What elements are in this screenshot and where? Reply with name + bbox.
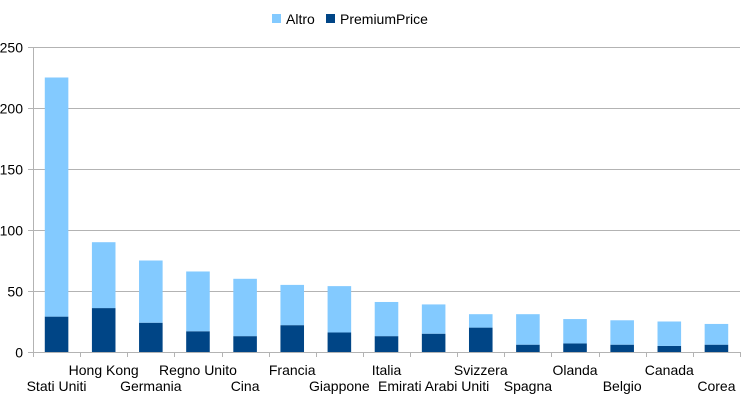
y-tick-label: 100 <box>0 223 23 239</box>
bar-altro-4 <box>233 278 257 337</box>
bar-altro-6 <box>327 286 352 333</box>
x-tick-label: Spagna <box>504 378 552 394</box>
x-tick-label: Canada <box>645 362 694 378</box>
bar-premiumprice-3 <box>186 331 210 352</box>
bar-altro-10 <box>516 314 540 345</box>
x-tick-label: Corea <box>697 378 735 394</box>
bar-altro-3 <box>186 271 210 332</box>
x-tick-label: Emirati Arabi Uniti <box>378 378 489 394</box>
legend-swatch-premiumprice <box>326 14 335 23</box>
bar-premiumprice-1 <box>91 308 116 352</box>
y-tick-label: 50 <box>7 284 23 300</box>
bar-altro-9 <box>468 314 493 328</box>
y-tick-label: 150 <box>0 162 23 178</box>
legend-label-altro: Altro <box>286 11 315 27</box>
bar-altro-1 <box>91 242 116 309</box>
bar-premiumprice-6 <box>327 332 352 352</box>
legend-label-premiumprice: PremiumPrice <box>340 11 428 27</box>
bar-premiumprice-4 <box>233 336 257 352</box>
y-tick-label: 200 <box>0 101 23 117</box>
legend-swatch-altro <box>272 14 281 23</box>
x-tick-label: Belgio <box>603 378 642 394</box>
bar-premiumprice-5 <box>280 325 305 352</box>
x-tick-label: Stati Uniti <box>27 378 87 394</box>
bar-altro-0 <box>44 77 69 317</box>
y-tick-label: 0 <box>15 345 23 361</box>
x-tick-label: Regno Unito <box>159 362 237 378</box>
bar-altro-13 <box>657 321 682 346</box>
bar-altro-2 <box>139 260 163 323</box>
bars <box>44 77 729 352</box>
x-tick-label: Giappone <box>309 378 370 394</box>
bar-premiumprice-7 <box>374 336 399 352</box>
bar-premiumprice-10 <box>516 344 540 352</box>
bar-altro-7 <box>374 301 399 337</box>
bar-altro-12 <box>610 320 634 345</box>
bar-premiumprice-11 <box>563 343 587 352</box>
bar-premiumprice-14 <box>704 344 729 352</box>
bar-altro-14 <box>704 323 729 345</box>
x-tick-label: Germania <box>120 378 182 394</box>
x-tick-label: Cina <box>231 378 260 394</box>
bar-premiumprice-13 <box>657 345 682 352</box>
bar-premiumprice-12 <box>610 344 634 352</box>
bar-premiumprice-9 <box>468 327 493 352</box>
x-tick-label: Francia <box>269 362 316 378</box>
y-tick-label: 250 <box>0 40 23 56</box>
bar-premiumprice-2 <box>139 322 163 352</box>
bar-altro-11 <box>563 319 587 344</box>
bar-altro-5 <box>280 284 305 326</box>
bar-premiumprice-0 <box>44 316 69 352</box>
x-tick-label: Svizzera <box>454 362 508 378</box>
legend: Altro PremiumPrice <box>272 11 428 27</box>
x-tick-label: Hong Kong <box>69 362 139 378</box>
bar-premiumprice-8 <box>421 333 446 352</box>
bar-altro-8 <box>421 304 446 334</box>
x-tick-label: Olanda <box>552 362 597 378</box>
x-tick-label: Italia <box>372 362 402 378</box>
